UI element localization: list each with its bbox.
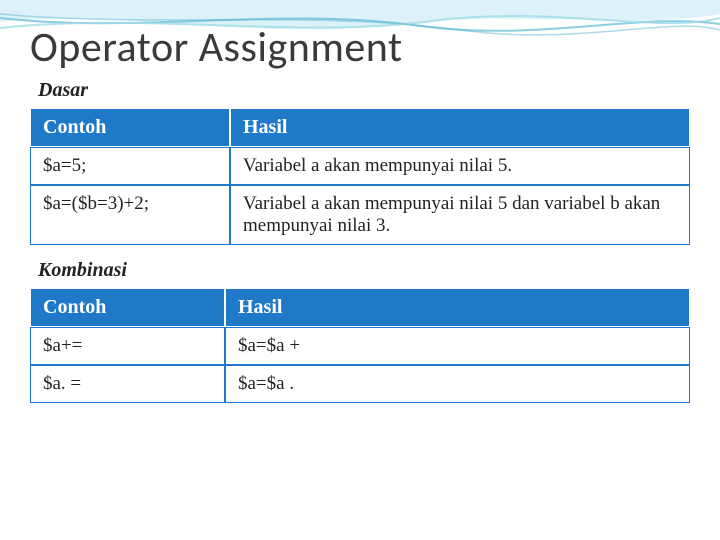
table-kombinasi: Contoh Hasil $a+= $a=$a + $a. = $a=$a . bbox=[30, 288, 690, 403]
table-dasar: Contoh Hasil $a=5; Variabel a akan mempu… bbox=[30, 108, 690, 245]
section-heading-kombinasi: Kombinasi bbox=[38, 259, 690, 282]
cell-contoh: $a=5; bbox=[30, 147, 230, 185]
cell-hasil: $a=$a + bbox=[225, 327, 690, 365]
table-row: $a=($b=3)+2; Variabel a akan mempunyai n… bbox=[30, 185, 690, 245]
page-title: Operator Assignment bbox=[30, 22, 690, 73]
slide-content: Operator Assignment Dasar Contoh Hasil $… bbox=[0, 0, 720, 403]
cell-contoh: $a+= bbox=[30, 327, 225, 365]
col-header-contoh: Contoh bbox=[30, 288, 225, 327]
table-row: $a=5; Variabel a akan mempunyai nilai 5. bbox=[30, 147, 690, 185]
cell-contoh: $a. = bbox=[30, 365, 225, 403]
col-header-contoh: Contoh bbox=[30, 108, 230, 147]
table-row: $a+= $a=$a + bbox=[30, 327, 690, 365]
table-header-row: Contoh Hasil bbox=[30, 108, 690, 147]
table-header-row: Contoh Hasil bbox=[30, 288, 690, 327]
cell-hasil: Variabel a akan mempunyai nilai 5. bbox=[230, 147, 690, 185]
cell-contoh: $a=($b=3)+2; bbox=[30, 185, 230, 245]
section-heading-dasar: Dasar bbox=[38, 79, 690, 102]
col-header-hasil: Hasil bbox=[225, 288, 690, 327]
table-row: $a. = $a=$a . bbox=[30, 365, 690, 403]
cell-hasil: Variabel a akan mempunyai nilai 5 dan va… bbox=[230, 185, 690, 245]
cell-hasil: $a=$a . bbox=[225, 365, 690, 403]
col-header-hasil: Hasil bbox=[230, 108, 690, 147]
